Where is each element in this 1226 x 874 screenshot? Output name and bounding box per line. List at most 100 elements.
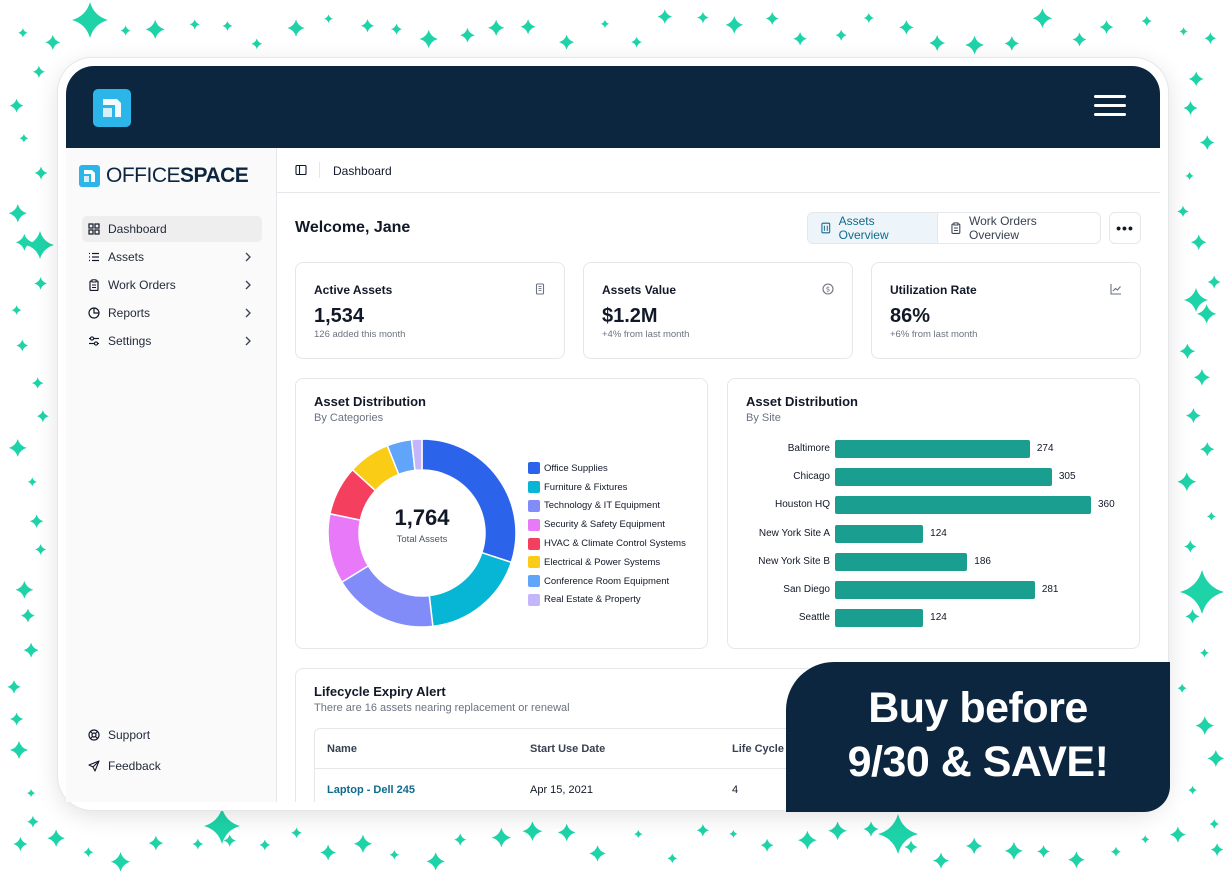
sparkle-icon [1188,71,1204,87]
lifecycle-table: Name Start Use Date Life Cycle Laptop - … [314,728,1124,802]
sidebar-toggle-icon[interactable] [295,164,307,176]
sparkle-icon [1072,32,1087,47]
bar-row: San Diego 281 [728,580,1138,600]
tab-assets-overview[interactable]: Assets Overview [808,213,939,243]
bar[interactable] [835,524,924,543]
sparkle-icon [11,305,22,315]
sidebar-item-settings[interactable]: Settings [82,328,262,354]
app-logo-icon[interactable] [93,89,131,127]
legend-item[interactable]: HVAC & Climate Control Systems [528,534,686,553]
card-subtitle: There are 16 assets nearing replacement … [314,702,570,714]
tab-label: Work Orders Overview [968,214,1037,242]
sparkle-icon [1209,819,1220,829]
donut-slice[interactable] [428,551,513,628]
promo-banner[interactable]: Buy before 9/30 & SAVE! [786,662,1170,812]
sparkle-icon [29,514,44,528]
sidebar-item-support[interactable]: Support [82,722,262,748]
bar-category-label: San Diego [783,584,830,595]
sparkle-icon [929,34,946,51]
brand-mark-icon [79,165,100,187]
sparkle-icon [47,829,65,847]
sparkle-icon [189,19,200,30]
sparkle-icon [120,25,131,36]
sidebar-footer: Support Feedback [82,722,262,784]
bar[interactable] [835,552,968,571]
legend-item[interactable]: Security & Safety Equipment [528,515,686,534]
sparkle-icon [1185,609,1200,624]
stat-card-assets-value: Assets Value $ $1.2M +4% from last month [583,262,853,359]
donut-chart [327,438,517,628]
asset-name-link[interactable]: Laptop - Dell 245 [327,784,416,796]
sparkle-icon [27,815,39,828]
breadcrumb-divider [319,162,320,178]
building-icon [821,222,831,234]
bar[interactable] [835,496,1091,515]
sidebar-nav: Dashboard Assets Work Orders Reports Set… [82,216,262,356]
bar[interactable] [835,440,1030,458]
more-options-button[interactable]: ••• [1109,212,1141,244]
bar[interactable] [835,609,924,628]
sparkle-icon [1206,511,1216,521]
sparkle-icon [797,830,817,850]
sidebar-item-assets[interactable]: Assets [82,244,262,270]
overview-tabs: Assets Overview Work Orders Overview [807,212,1101,244]
sparkle-icon [1199,135,1215,150]
tab-work-orders-overview[interactable]: Work Orders Overview [938,213,1100,243]
sparkle-icon [1210,843,1224,856]
sparkle-icon [32,65,45,78]
hamburger-menu-icon[interactable] [1094,95,1126,117]
sparkle-icon [1099,20,1114,34]
legend-item[interactable]: Technology & IT Equipment [528,497,686,516]
sparkle-icon [965,837,983,855]
donut-slice[interactable] [410,438,423,472]
sidebar-item-dashboard[interactable]: Dashboard [82,216,262,242]
brand-logo[interactable]: OFFICESPACE [79,164,249,188]
legend-item[interactable]: Office Supplies [528,459,686,478]
breadcrumb: Dashboard [277,148,1160,193]
sparkle-icon [729,829,738,838]
sidebar-item-work-orders[interactable]: Work Orders [82,272,262,298]
stat-title: Utilization Rate [890,283,977,297]
legend-item[interactable]: Real Estate & Property [528,591,686,610]
column-header-name[interactable]: Name [327,743,357,755]
legend-swatch [528,481,540,494]
column-header-start-date[interactable]: Start Use Date [530,743,606,755]
bar-row: New York Site A 124 [728,524,1138,544]
donut-slice[interactable] [340,564,434,628]
sparkle-icon [15,233,33,251]
legend-item[interactable]: Electrical & Power Systems [528,553,686,572]
column-header-life-cycle[interactable]: Life Cycle [732,743,784,755]
legend-item[interactable]: Furniture & Fixtures [528,478,686,497]
sidebar-item-feedback[interactable]: Feedback [82,753,262,779]
sparkle-icon [1068,851,1085,869]
sparkle-icon [491,827,512,848]
bar[interactable] [835,468,1052,487]
bar-value-label: 360 [1098,499,1115,511]
sparkle-icon [1184,540,1197,553]
sparkle-icon [27,477,37,487]
sparkle-icon [1032,8,1053,29]
sparkle-icon [83,847,94,858]
send-icon [88,760,100,772]
sparkle-icon [1207,749,1225,767]
legend-item[interactable]: Conference Room Equipment [528,572,686,591]
sparkle-icon [1110,846,1121,857]
sparkle-icon [932,852,950,869]
sparkle-icon [1188,785,1197,795]
legend-label: Electrical & Power Systems [544,556,661,568]
sparkle-icon [9,98,24,113]
building-icon [535,283,545,295]
sparkle-icon [557,823,576,842]
sparkle-icon [192,838,204,850]
sparkle-icon [259,839,271,851]
sparkle-icon [863,821,879,837]
sparkle-icon [488,19,505,36]
table-header [315,729,1123,769]
bar[interactable] [835,581,1035,599]
sparkle-icon [36,410,49,423]
sidebar-item-reports[interactable]: Reports [82,300,262,326]
legend-label: Furniture & Fixtures [544,481,628,493]
main-content: Dashboard Welcome, Jane Assets Overview … [277,148,1160,802]
life-cycle-value: 4 [732,784,739,796]
sparkle-icon [13,836,28,851]
